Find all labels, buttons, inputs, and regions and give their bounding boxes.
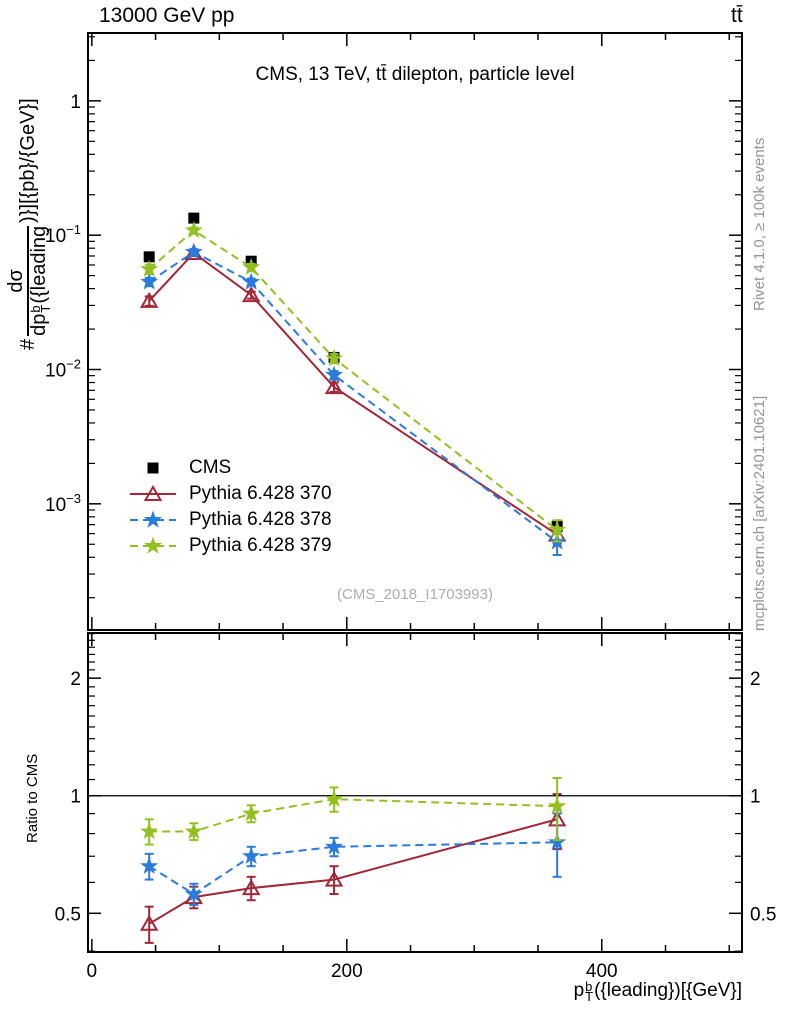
plot-title: CMS, 13 TeV, tt̄ dilepton, particle leve… — [255, 64, 575, 85]
panel-main: 1 10−1 10−2 10−3 — [45, 32, 743, 631]
svg-text:0: 0 — [87, 961, 98, 982]
xlabel-base: p — [573, 980, 585, 1001]
ylabel-den-base: dp — [28, 313, 50, 336]
analysis-watermark: (CMS_2018_I1703993) — [337, 586, 493, 603]
legend-row-pythia-370: Pythia 6.428 370 — [127, 481, 332, 507]
xlabel-rest: ({leading})[{GeV}] — [594, 980, 742, 1001]
svg-text:10−3: 10−3 — [45, 491, 81, 516]
legend-label-pythia-378: Pythia 6.428 378 — [189, 509, 332, 530]
legend-row-pythia-378: Pythia 6.428 378 — [127, 507, 332, 533]
legend: CMS Pythia 6.428 370 Pythia 6.428 378 Py… — [127, 455, 332, 559]
main-y-axis-label: # dσ dp b T ({leading )}][{pb}/{GeV}] — [5, 98, 53, 350]
ylabel-fraction: dσ dp b T ({leading — [5, 225, 53, 336]
legend-marker-cms — [147, 462, 159, 474]
ylabel-numerator: dσ — [5, 269, 27, 293]
rivet-version-note: Rivet 4.1.0, ≥ 100k events — [751, 137, 768, 311]
ylabel-den-supsub: b T — [28, 304, 53, 313]
svg-text:1: 1 — [70, 787, 81, 808]
ylabel-suffix: )}][{pb}/{GeV}] — [16, 98, 39, 223]
process-label: tt̄ — [731, 4, 743, 27]
mcplots-arxiv-note: mcplots.cern.ch [arXiv:2401.10621] — [751, 395, 768, 631]
x-axis-label: p b T ({leading})[{GeV}] — [88, 979, 742, 1004]
legend-row-pythia-379: Pythia 6.428 379 — [127, 533, 332, 559]
legend-label-pythia-370: Pythia 6.428 370 — [189, 483, 332, 504]
svg-text:1: 1 — [750, 787, 761, 808]
ylabel-den-sub: T — [37, 304, 53, 313]
ylabel-prefix: # — [16, 338, 39, 350]
xlabel-sup: b — [585, 979, 593, 994]
svg-text:10−1: 10−1 — [45, 222, 81, 247]
svg-text:1: 1 — [70, 92, 81, 113]
xlabel-supsub: b T — [585, 979, 594, 1004]
legend-marker-pythia-370 — [130, 484, 176, 501]
svg-text:2: 2 — [750, 669, 761, 690]
legend-marker-pythia-378 — [130, 510, 176, 528]
svg-text:0.5: 0.5 — [55, 904, 81, 925]
legend-label-cms: CMS — [189, 457, 232, 478]
legend-marker-pythia-379 — [130, 536, 176, 554]
ratio-y-axis-label: Ratio to CMS — [24, 753, 41, 843]
legend-label-pythia-379: Pythia 6.428 379 — [189, 535, 332, 556]
panel-ratio: 0 200 400 0.5 0.5 1 1 2 2 — [55, 632, 776, 982]
svg-text:10−2: 10−2 — [45, 357, 81, 382]
beam-energy-label: 13000 GeV pp — [99, 4, 235, 27]
xlabel-sub: T — [585, 989, 594, 1004]
svg-text:2: 2 — [70, 669, 81, 690]
svg-text:0.5: 0.5 — [750, 904, 776, 925]
svg-text:400: 400 — [586, 961, 618, 982]
svg-text:200: 200 — [331, 961, 363, 982]
ylabel-den-rest: ({leading — [28, 225, 50, 304]
legend-row-cms: CMS — [127, 455, 332, 481]
ylabel-denominator: dp b T ({leading — [27, 225, 53, 336]
